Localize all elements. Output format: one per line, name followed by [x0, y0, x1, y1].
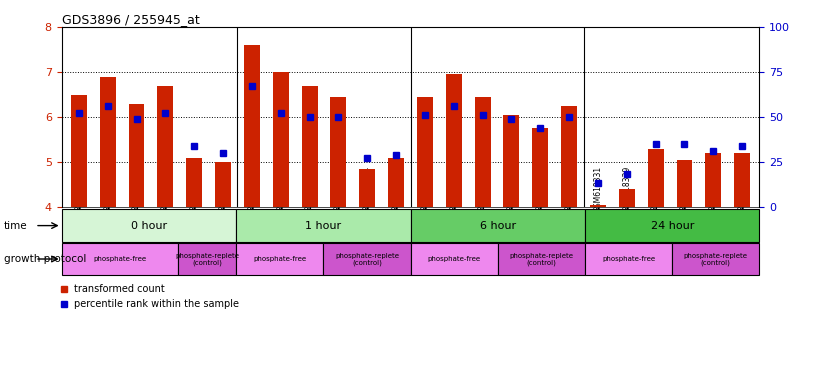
Bar	[498, 243, 585, 275]
Bar	[388, 158, 404, 207]
Text: percentile rank within the sample: percentile rank within the sample	[74, 299, 239, 309]
Bar	[590, 205, 606, 207]
Bar	[71, 94, 87, 207]
Bar	[562, 106, 577, 207]
Bar	[236, 243, 323, 275]
Text: phosphate-free: phosphate-free	[428, 256, 480, 262]
Bar	[677, 160, 692, 207]
Text: phosphate-replete
(control): phosphate-replete (control)	[684, 253, 748, 265]
Bar	[672, 243, 759, 275]
Bar	[585, 209, 759, 242]
Bar	[532, 128, 548, 207]
Text: time: time	[4, 220, 28, 231]
Bar	[360, 169, 375, 207]
Bar	[705, 153, 721, 207]
Text: 1 hour: 1 hour	[305, 220, 342, 231]
Bar	[734, 153, 750, 207]
Bar	[273, 72, 289, 207]
Text: 0 hour: 0 hour	[131, 220, 167, 231]
Bar	[215, 162, 231, 207]
Bar	[62, 209, 236, 242]
Text: phosphate-replete
(control): phosphate-replete (control)	[509, 253, 573, 265]
Bar	[100, 76, 116, 207]
Bar	[236, 209, 410, 242]
Text: transformed count: transformed count	[74, 284, 165, 294]
Bar	[585, 243, 672, 275]
Bar	[331, 97, 346, 207]
Bar	[301, 86, 318, 207]
Bar	[417, 97, 433, 207]
Bar	[178, 243, 236, 275]
Text: phosphate-free: phosphate-free	[602, 256, 655, 262]
Bar	[62, 243, 178, 275]
Bar	[648, 149, 663, 207]
Text: phosphate-replete
(control): phosphate-replete (control)	[335, 253, 399, 265]
Bar	[323, 243, 410, 275]
Text: GDS3896 / 255945_at: GDS3896 / 255945_at	[62, 13, 200, 26]
Bar	[475, 97, 490, 207]
Bar	[158, 86, 173, 207]
Bar	[186, 158, 202, 207]
Bar	[244, 45, 259, 207]
Bar	[410, 243, 498, 275]
Bar	[129, 104, 144, 207]
Bar	[446, 74, 461, 207]
Bar	[619, 189, 635, 207]
Text: 6 hour: 6 hour	[479, 220, 516, 231]
Bar	[410, 209, 585, 242]
Bar	[503, 115, 520, 207]
Text: phosphate-free: phosphate-free	[93, 256, 146, 262]
Text: 24 hour: 24 hour	[650, 220, 694, 231]
Text: phosphate-replete
(control): phosphate-replete (control)	[175, 253, 239, 265]
Text: growth protocol: growth protocol	[4, 254, 86, 264]
Text: phosphate-free: phosphate-free	[253, 256, 306, 262]
